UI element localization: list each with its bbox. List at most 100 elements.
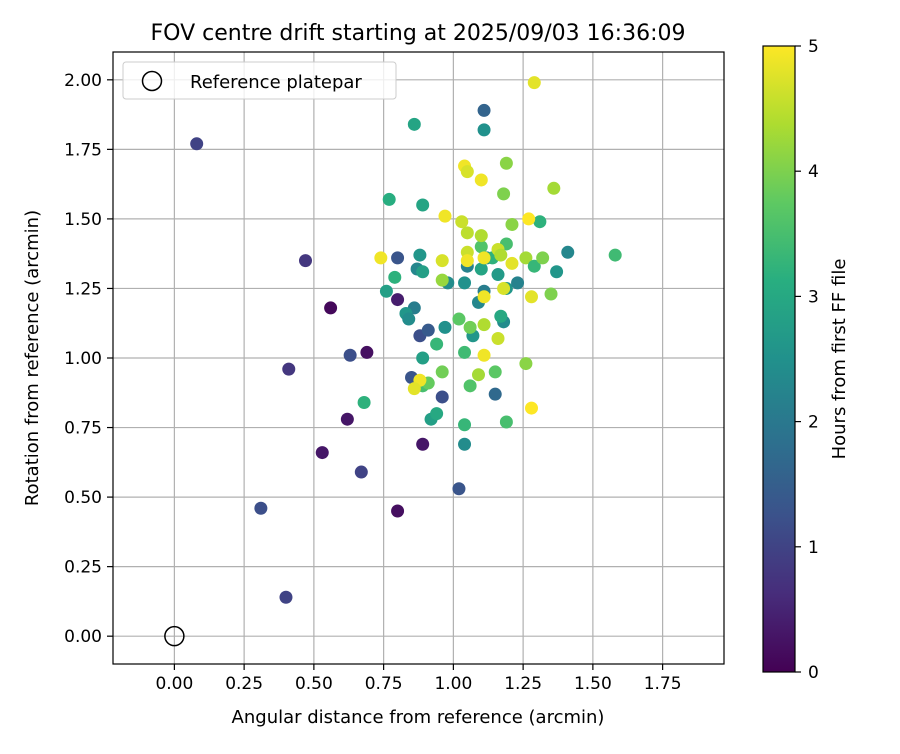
data-point <box>491 268 505 282</box>
colorbar-tick-label: 0 <box>808 663 819 683</box>
data-point <box>477 290 491 304</box>
data-point <box>391 251 405 265</box>
data-point <box>391 293 405 307</box>
data-point <box>524 401 538 415</box>
data-point <box>407 117 421 131</box>
data-point <box>458 418 472 432</box>
legend-reference-icon <box>141 70 163 92</box>
colorbar-tick-label: 2 <box>808 413 819 433</box>
data-point <box>452 312 466 326</box>
data-point <box>435 273 449 287</box>
data-point <box>458 437 472 451</box>
data-point <box>458 276 472 290</box>
data-point <box>315 446 329 460</box>
data-point <box>407 382 421 396</box>
x-tick-label: 1.75 <box>644 674 682 694</box>
data-point <box>474 173 488 187</box>
y-tick-label: 1.75 <box>64 140 102 160</box>
data-point <box>519 251 533 265</box>
data-point <box>460 165 474 179</box>
x-tick-label: 0.00 <box>155 674 193 694</box>
chart-title: FOV centre drift starting at 2025/09/03 … <box>151 21 686 46</box>
data-point <box>435 254 449 268</box>
data-point <box>511 276 525 290</box>
y-tick-label: 1.50 <box>64 210 102 230</box>
data-point <box>608 248 622 262</box>
data-point <box>340 412 354 426</box>
data-point <box>471 368 485 382</box>
data-point <box>477 318 491 332</box>
data-point <box>544 287 558 301</box>
data-point <box>463 379 477 393</box>
x-tick-label: 1.00 <box>434 674 472 694</box>
data-point <box>452 482 466 496</box>
data-point <box>527 76 541 90</box>
data-point <box>402 312 416 326</box>
plot-frame <box>112 51 725 665</box>
data-point <box>477 123 491 137</box>
y-tick-label: 0.00 <box>64 627 102 647</box>
colorbar-tick-label: 4 <box>808 162 819 182</box>
data-point <box>488 365 502 379</box>
data-point <box>190 137 204 151</box>
axis-ticks: 0.00 0.25 0.50 0.75 1.00 1.25 1.50 1.75 0.00 0.25… <box>64 71 681 694</box>
data-point <box>438 209 452 223</box>
data-point <box>533 215 547 229</box>
data-point <box>474 240 488 254</box>
colorbar-label: Hours from first FF file <box>829 259 850 460</box>
colorbar-tick-label: 3 <box>808 287 819 307</box>
data-point <box>379 284 393 298</box>
data-point <box>374 251 388 265</box>
data-point <box>413 248 427 262</box>
data-point <box>519 357 533 371</box>
data-point <box>463 320 477 334</box>
data-point <box>324 301 338 315</box>
data-point <box>494 309 508 323</box>
data-point <box>299 254 313 268</box>
data-point <box>477 103 491 117</box>
colorbar: 0 1 2 3 4 5 Hours from first FF file <box>762 37 850 683</box>
x-tick-label: 0.50 <box>295 674 333 694</box>
y-tick-label: 2.00 <box>64 71 102 91</box>
data-point <box>474 229 488 243</box>
data-point <box>416 351 430 365</box>
data-point <box>279 590 293 604</box>
x-tick-label: 0.75 <box>365 674 403 694</box>
y-tick-label: 1.00 <box>64 349 102 369</box>
data-point <box>416 265 430 279</box>
data-point <box>477 348 491 362</box>
data-point <box>477 251 491 265</box>
data-point <box>455 215 469 229</box>
data-point <box>343 348 357 362</box>
data-point <box>497 187 511 201</box>
data-point <box>474 262 488 276</box>
data-points <box>190 76 622 604</box>
colorbar-tick-label: 5 <box>808 37 819 57</box>
y-tick-label: 1.25 <box>64 279 102 299</box>
data-point <box>416 437 430 451</box>
data-point <box>435 390 449 404</box>
data-point <box>435 365 449 379</box>
legend-label: Reference platepar <box>190 72 362 93</box>
data-point <box>491 332 505 346</box>
legend: Reference platepar <box>122 61 397 100</box>
colorbar-gradient <box>762 45 796 673</box>
data-point <box>488 387 502 401</box>
x-tick-label: 1.25 <box>504 674 542 694</box>
colorbar-ticks: 0 1 2 3 4 5 <box>795 37 819 683</box>
data-point <box>458 345 472 359</box>
reference-marker <box>164 625 185 647</box>
data-point <box>536 251 550 265</box>
data-point <box>282 362 296 376</box>
data-point <box>460 254 474 268</box>
data-point <box>388 270 402 284</box>
colorbar-tick-label: 1 <box>808 538 819 558</box>
data-point <box>421 323 435 337</box>
data-point <box>430 337 444 351</box>
data-point <box>254 501 268 515</box>
data-point <box>547 181 561 195</box>
data-point <box>522 212 536 226</box>
y-tick-label: 0.50 <box>64 488 102 508</box>
